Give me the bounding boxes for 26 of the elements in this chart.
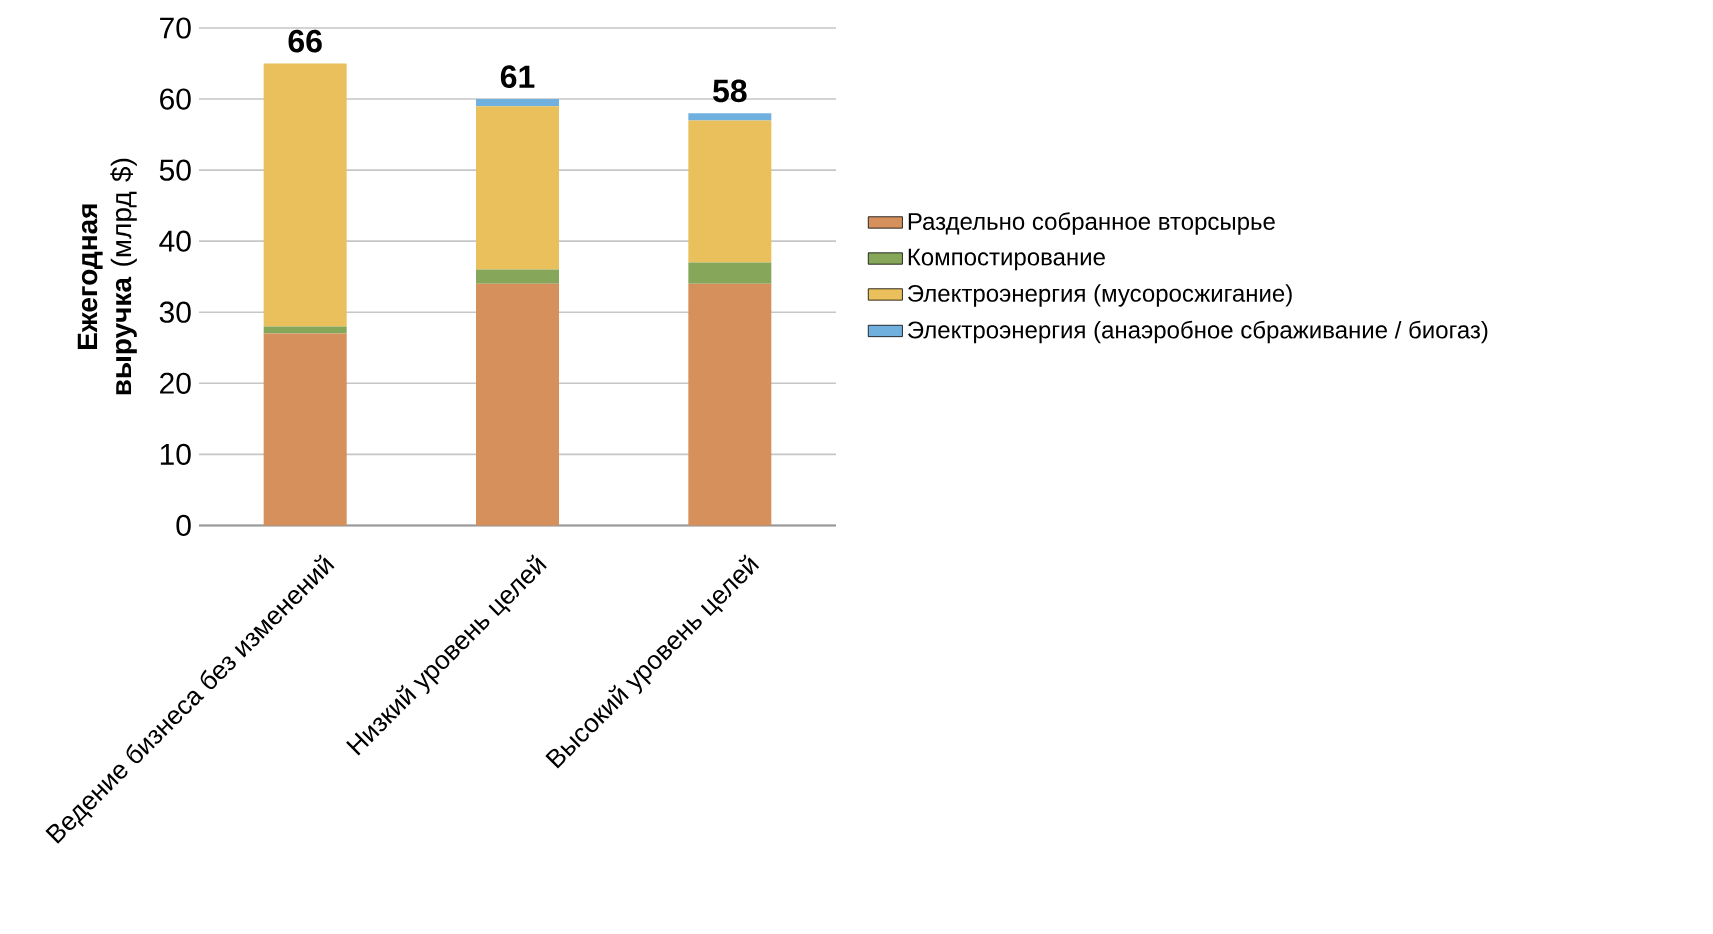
y-tick-label: 70 <box>160 17 191 39</box>
y-tick-label: 20 <box>160 372 191 394</box>
total-label: 61 <box>500 65 535 88</box>
total-label: 58 <box>713 79 747 103</box>
legend-label: Электроэнергия (мусоросжигание) <box>908 284 1292 307</box>
y-tick-label: 40 <box>159 230 191 252</box>
y-tick-label: 50 <box>159 159 191 181</box>
y-tick-label: 10 <box>160 443 191 465</box>
y-tick-label: 60 <box>160 88 191 110</box>
bar <box>263 326 347 334</box>
y-tick-label: 30 <box>159 301 191 323</box>
bar <box>688 120 772 263</box>
bar <box>688 262 772 284</box>
bar <box>476 106 560 270</box>
legend-label: Раздельно собранное вторсырье <box>908 212 1275 235</box>
bar <box>263 63 347 327</box>
bar <box>688 113 772 121</box>
bar <box>476 269 560 284</box>
bar <box>263 333 347 526</box>
y-tick-label: 0 <box>176 514 191 537</box>
bar <box>476 99 560 107</box>
total-label: 66 <box>288 29 322 53</box>
legend-label: Электроэнергия (анаэробное сбраживание / биогаз) <box>908 320 1488 344</box>
bar <box>688 283 772 526</box>
legend-label: Компостирование <box>908 248 1105 271</box>
bar <box>476 283 560 526</box>
